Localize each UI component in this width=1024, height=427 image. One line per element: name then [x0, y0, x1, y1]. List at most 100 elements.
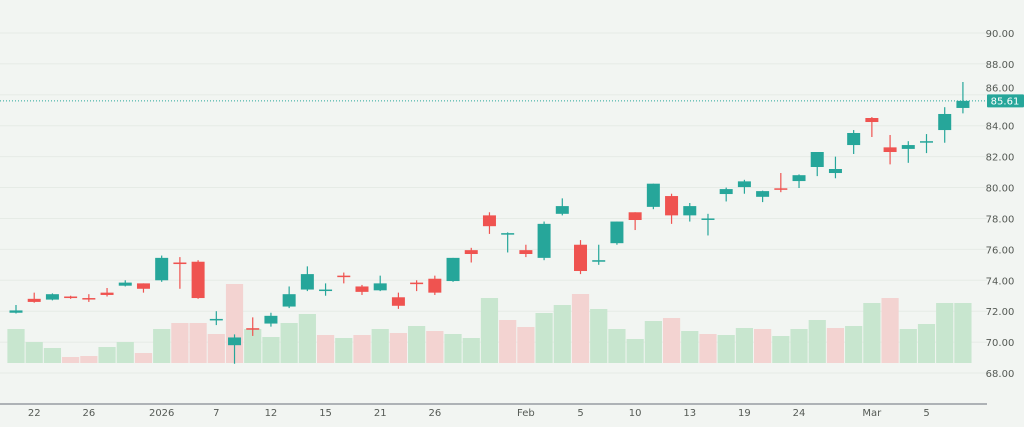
candle	[774, 173, 788, 193]
candle-body	[810, 152, 824, 167]
candle-body	[828, 169, 842, 174]
candle	[628, 212, 642, 231]
candle-body	[228, 337, 242, 346]
volume-bar	[790, 329, 808, 363]
volume-bars	[7, 284, 972, 363]
volume-bar	[863, 303, 881, 363]
candle	[136, 283, 150, 293]
volume-bar	[608, 329, 626, 363]
candle-body	[136, 283, 150, 289]
volume-bar	[389, 333, 408, 363]
candle	[246, 317, 260, 336]
candle	[920, 134, 933, 154]
volume-bar	[262, 337, 280, 363]
x-tick-label: 26	[82, 408, 95, 419]
volume-bar	[662, 318, 681, 363]
volume-bar	[517, 327, 535, 363]
volume-bar	[189, 323, 207, 363]
candle-body	[9, 310, 23, 313]
candle	[27, 292, 41, 303]
x-tick-label: 12	[265, 408, 278, 419]
candle-body	[756, 191, 770, 197]
candle	[537, 221, 551, 261]
volume-bar	[626, 339, 644, 363]
x-tick-label: 22	[28, 408, 41, 419]
candle	[501, 232, 515, 253]
volume-bar	[772, 336, 790, 363]
candle	[938, 107, 952, 143]
candle-body	[446, 257, 460, 282]
x-tick-label: 26	[428, 408, 441, 419]
candle-body	[100, 292, 114, 295]
candle-body	[628, 212, 642, 221]
candle-body	[155, 257, 169, 281]
volume-bar	[298, 314, 316, 363]
candle-body	[501, 233, 515, 235]
candles	[9, 81, 970, 364]
volume-bar	[80, 356, 98, 363]
candle	[737, 179, 751, 194]
volume-bar	[244, 329, 262, 363]
x-tick-label: 7	[213, 408, 219, 419]
candle-body	[209, 318, 223, 321]
volume-bar	[735, 328, 753, 363]
x-tick-label: 5	[577, 408, 583, 419]
y-axis[interactable]: 68.00 70.00 72.00 74.00 76.00 78.00 80.00 82.00…	[986, 29, 1015, 380]
candle	[410, 280, 424, 292]
x-tick-label: 10	[629, 408, 642, 419]
candle-body	[428, 278, 442, 293]
candle-body	[519, 250, 533, 255]
x-tick-label: 2026	[149, 408, 174, 419]
candle-body	[883, 147, 897, 153]
volume-bar	[571, 294, 590, 363]
volume-bar	[644, 321, 662, 363]
candle	[665, 193, 679, 224]
volume-bar	[808, 320, 826, 363]
candle	[646, 183, 660, 210]
candle-body	[410, 282, 424, 285]
candle-body	[737, 181, 751, 188]
candle	[828, 156, 842, 179]
candle-body	[683, 206, 697, 216]
candle	[701, 213, 715, 236]
x-axis[interactable]: 22 26 2026 7 12 15 21 26 Feb 5 10 13 19 24 Mar 5	[28, 408, 930, 419]
candle-body	[282, 294, 296, 307]
volume-bar	[62, 357, 80, 363]
volume-bar	[699, 334, 717, 363]
volume-bar	[917, 324, 936, 363]
candle-body	[701, 218, 715, 220]
candle	[956, 81, 970, 114]
candle	[391, 292, 405, 309]
volume-bar	[936, 303, 954, 363]
volume-bar	[444, 334, 462, 363]
candle	[446, 257, 460, 282]
candle-body	[45, 294, 59, 300]
candle	[719, 187, 733, 202]
candle-body	[355, 286, 369, 292]
candle-body	[118, 282, 132, 286]
x-tick-label: Feb	[517, 408, 535, 419]
candle	[865, 117, 879, 138]
candle-body	[64, 296, 78, 299]
volume-bar	[98, 347, 116, 363]
candle-body	[665, 196, 679, 216]
candle-body	[246, 328, 260, 330]
volume-bar	[7, 329, 25, 363]
volume-bar	[754, 329, 772, 363]
y-tick-label: 72.00	[986, 307, 1015, 318]
volume-bar	[717, 335, 735, 363]
candle-body	[865, 118, 879, 123]
candle	[173, 257, 187, 289]
candle	[373, 275, 387, 292]
volume-bar	[480, 298, 499, 363]
y-tick-label: 84.00	[986, 122, 1015, 133]
volume-bar	[535, 313, 553, 363]
y-tick-label: 76.00	[986, 245, 1015, 256]
volume-bar	[116, 342, 134, 363]
candle-body	[191, 261, 205, 299]
candle	[100, 288, 114, 297]
volume-bar	[171, 323, 189, 363]
candle-body	[337, 275, 351, 278]
x-tick-label: 24	[793, 408, 806, 419]
